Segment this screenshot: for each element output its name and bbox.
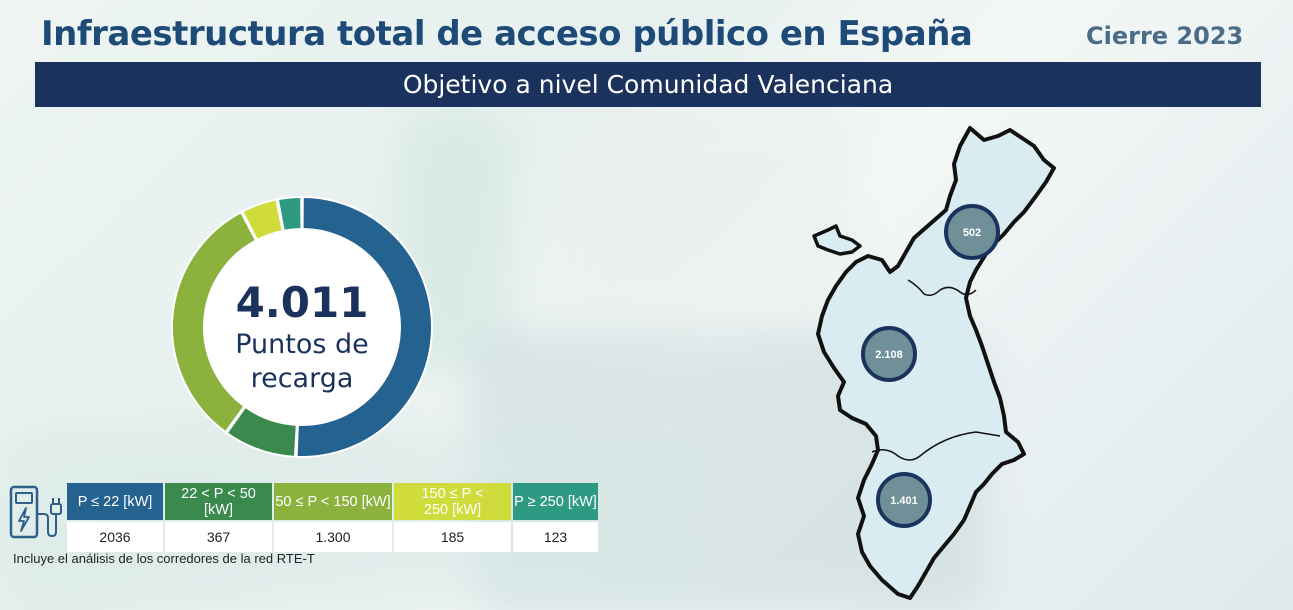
legend-header-cell: 150 ≤ P < 250 [kW] <box>394 483 511 520</box>
donut-slice <box>171 210 258 434</box>
donut-slice <box>225 405 298 458</box>
legend-table: P ≤ 22 [kW] 22 < P < 50 [kW] 50 ≤ P < 15… <box>67 483 600 552</box>
donut-chart <box>171 195 433 458</box>
legend-header-row: P ≤ 22 [kW] 22 < P < 50 [kW] 50 ≤ P < 15… <box>67 483 600 520</box>
map-territory-shape <box>816 126 1056 600</box>
map-border-north <box>907 279 977 297</box>
region-bubble-castellon: 502 <box>944 204 1000 260</box>
region-bubble-valencia: 2.108 <box>861 326 917 382</box>
legend-value-cell: 1.300 <box>274 522 392 552</box>
legend-value-cell: 123 <box>513 522 598 552</box>
legend-value-cell: 2036 <box>67 522 163 552</box>
comunidad-valenciana-map: 502 2.108 1.401 <box>812 126 1056 600</box>
page-title: Infraestructura total de acceso público … <box>41 14 973 54</box>
total-label-line2: recarga <box>250 363 354 394</box>
legend-header-cell: P ≤ 22 [kW] <box>67 483 163 520</box>
donut-slice <box>241 198 284 242</box>
region-value: 1.401 <box>890 495 918 507</box>
total-label: Puntos de recarga <box>172 328 432 396</box>
footnote: Incluye el análisis de los corredores de… <box>13 551 315 566</box>
subtitle-banner: Objetivo a nivel Comunidad Valenciana <box>35 62 1261 107</box>
region-value: 2.108 <box>875 349 903 361</box>
ev-charger-icon <box>9 485 62 539</box>
legend-header-cell: 50 ≤ P < 150 [kW] <box>274 483 392 520</box>
total-number: 4.011 <box>235 278 369 327</box>
region-value: 502 <box>963 227 981 239</box>
legend-header-cell: 22 < P < 50 [kW] <box>165 483 272 520</box>
donut-slice <box>295 195 433 458</box>
legend-value-cell: 367 <box>165 522 272 552</box>
period-label: Cierre 2023 <box>1086 22 1244 50</box>
background-ground-shape <box>0 430 700 610</box>
background-building-shape <box>560 110 860 330</box>
map-border-south <box>871 431 1001 461</box>
donut-center-disc <box>205 230 399 424</box>
legend-value-row: 2036 367 1.300 185 123 <box>67 520 600 552</box>
region-bubble-alicante: 1.401 <box>876 472 932 528</box>
total-label-line1: Puntos de <box>235 329 369 360</box>
legend-header-cell: P ≥ 250 [kW] <box>513 483 598 520</box>
map-enclave-shape <box>812 224 862 256</box>
banner-text: Objetivo a nivel Comunidad Valenciana <box>402 70 894 99</box>
legend-value-cell: 185 <box>394 522 511 552</box>
donut-slice <box>276 195 303 232</box>
